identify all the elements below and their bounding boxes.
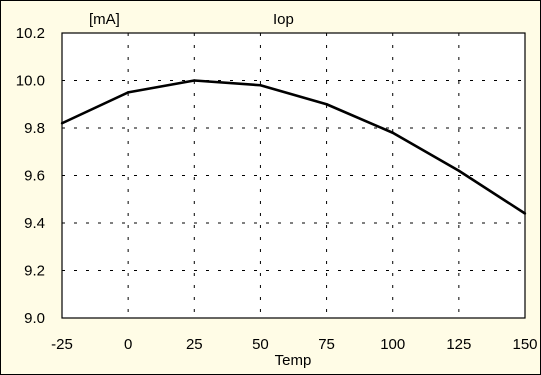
- x-tick-label: 150: [512, 336, 537, 353]
- plot-area: [61, 32, 526, 319]
- y-unit-label: [mA]: [89, 11, 120, 28]
- y-tick-label: 10.0: [16, 73, 45, 90]
- series-line: [61, 79, 526, 215]
- data-point: [259, 84, 262, 87]
- y-tick-label: 9.6: [24, 168, 45, 185]
- data-point: [523, 212, 527, 215]
- x-tick-label: -25: [51, 336, 73, 353]
- x-tick-label: 100: [380, 336, 405, 353]
- y-tick-label: 9.2: [24, 263, 45, 280]
- x-tick-label: 50: [252, 336, 269, 353]
- x-tick-label: 0: [124, 336, 132, 353]
- series-layer: [60, 79, 527, 215]
- data-point: [325, 103, 328, 106]
- tick-labels: -25 0 25 50 75 100 125 150 9.0 9.2 9.4 9.6 9.8 10.0 10…: [16, 25, 538, 353]
- x-tick-label: 125: [446, 336, 471, 353]
- y-tick-label: 9.0: [24, 310, 45, 327]
- x-tick-label: 75: [318, 336, 335, 353]
- data-point: [193, 79, 196, 82]
- chart-title: Iop: [273, 11, 294, 28]
- data-point: [60, 122, 64, 125]
- data-point: [391, 131, 394, 134]
- x-tick-label: 25: [186, 336, 203, 353]
- y-tick-label: 9.4: [24, 215, 45, 232]
- data-point: [126, 91, 130, 94]
- y-tick-label: 10.2: [16, 25, 45, 42]
- data-point: [457, 169, 461, 172]
- x-axis-label: Temp: [275, 352, 312, 369]
- y-tick-label: 9.8: [24, 120, 45, 137]
- grid-lines: [62, 33, 525, 318]
